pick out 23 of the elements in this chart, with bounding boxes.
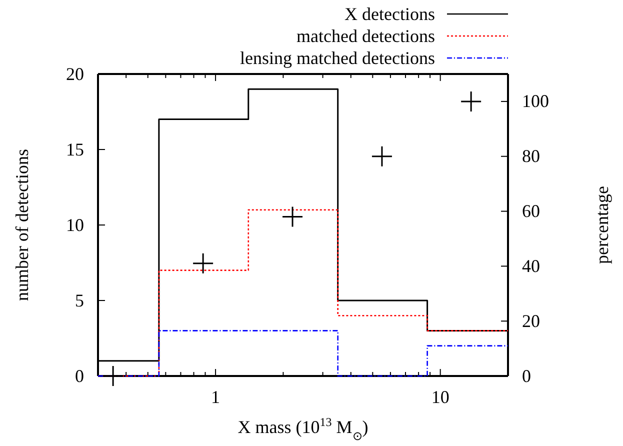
legend-label: X detections	[344, 4, 435, 24]
point	[193, 253, 214, 274]
point	[372, 146, 392, 166]
y2-tick-label: 20	[522, 310, 540, 331]
y2-tick-label: 0	[522, 366, 531, 386]
point	[461, 91, 482, 112]
y-tick-label: 10	[66, 214, 84, 235]
legend-label: lensing matched detections	[240, 48, 435, 68]
y-axis-title: number of detections	[12, 149, 32, 301]
y-tick-label: 5	[75, 290, 84, 310]
y-tick-label: 0	[75, 366, 84, 386]
point	[103, 366, 124, 386]
x-axis-title: X mass (10$^{13}$ M$_{⊙}$)	[238, 415, 368, 443]
y-tick-label: 20	[66, 64, 84, 84]
point	[282, 206, 303, 227]
y2-tick-label: 40	[522, 256, 540, 276]
y2-axis-title: percentage	[592, 186, 612, 264]
y2-tick-label: 80	[522, 146, 540, 166]
legend-label: matched detections	[296, 26, 435, 46]
y-tick-label: 15	[66, 139, 84, 160]
x-tick-label: 1	[211, 386, 220, 407]
y2-tick-label: 60	[522, 201, 540, 222]
y2-tick-label: 100	[522, 91, 549, 112]
